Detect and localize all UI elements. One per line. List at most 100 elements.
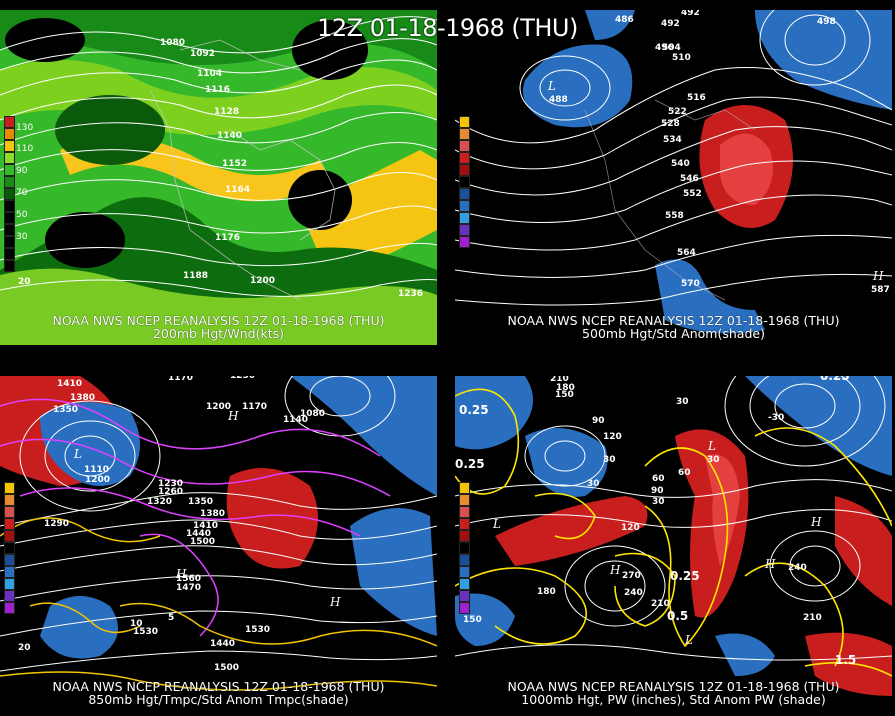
svg-text:-30: -30 [217,376,233,379]
svg-text:1.5: 1.5 [835,653,856,667]
svg-text:496: 496 [655,43,674,53]
svg-text:L: L [547,79,556,93]
svg-text:1140: 1140 [217,131,242,141]
svg-text:240: 240 [788,563,807,573]
svg-text:240: 240 [624,588,643,598]
svg-text:1230: 1230 [158,479,183,489]
svg-text:90: 90 [592,416,605,426]
map-500mb: 486 492 492 496 504 510 516 522 528 534 … [455,10,892,345]
svg-text:1290: 1290 [44,519,69,529]
svg-text:1380: 1380 [70,393,95,403]
svg-text:516: 516 [687,93,706,103]
svg-text:30: 30 [652,497,665,507]
svg-text:1500: 1500 [214,663,239,673]
svg-text:120: 120 [603,432,622,442]
svg-text:1410: 1410 [57,379,82,389]
panel-subtitle: 500mb Hgt/Std Anom(shade) [582,326,765,341]
panel-title: NOAA NWS NCEP REANALYSIS 12Z 01-18-1968 … [507,313,840,328]
svg-text:0.5: 0.5 [667,609,688,623]
svg-text:270: 270 [622,571,641,581]
svg-text:1080: 1080 [160,38,185,48]
svg-text:498: 498 [817,17,836,27]
svg-text:564: 564 [677,248,696,258]
svg-text:180: 180 [537,587,556,597]
svg-text:1230: 1230 [230,376,255,381]
svg-text:120: 120 [621,523,640,533]
svg-text:546: 546 [680,174,699,184]
legend-anom [459,116,470,248]
map-850mb: 1410 1380 1350 1170 1230 1200 1170 1140 … [0,376,437,711]
svg-text:60: 60 [678,468,691,478]
svg-text:1380: 1380 [200,509,225,519]
panel-subtitle: 850mb Hgt/Tmpc/Std Anom Tmpc(shade) [88,692,349,707]
svg-text:30: 30 [676,397,689,407]
svg-text:1188: 1188 [183,271,208,281]
svg-text:180: 180 [556,383,575,393]
svg-text:H: H [764,557,776,571]
svg-text:1176: 1176 [215,233,240,243]
panel-500mb: 486 492 492 496 504 510 516 522 528 534 … [455,10,892,345]
svg-text:492: 492 [681,10,700,18]
svg-text:0.25: 0.25 [820,376,850,383]
svg-text:H: H [872,269,884,283]
svg-text:0.5: 0.5 [762,376,783,379]
svg-text:0.25: 0.25 [455,457,485,471]
svg-text:-30: -30 [768,413,784,423]
svg-text:488: 488 [549,95,568,105]
panel-1000mb: 210 180 150 120 90 30 30 30 60 90 30 60 … [455,376,892,711]
svg-text:552: 552 [683,189,702,199]
svg-text:528: 528 [661,119,680,129]
svg-text:30: 30 [603,455,616,465]
banner-title: 12Z 01-18-1968 (THU) [317,14,578,42]
panel-title: NOAA NWS NCEP REANALYSIS 12Z 01-18-1968 … [52,313,385,328]
panel-title: NOAA NWS NCEP REANALYSIS 12Z 01-18-1968 … [52,679,385,694]
svg-text:H: H [810,515,822,529]
svg-text:L: L [73,447,82,461]
svg-text:504: 504 [662,43,681,53]
svg-text:1200: 1200 [206,402,231,412]
svg-text:30: 30 [587,479,600,489]
svg-text:1410: 1410 [193,521,218,531]
svg-text:558: 558 [665,211,684,221]
svg-text:1110: 1110 [84,465,109,475]
svg-text:0.25: 0.25 [459,403,489,417]
legend-label: 130 [16,123,34,133]
svg-text:L: L [492,517,501,531]
svg-text:492: 492 [661,19,680,29]
svg-text:1140: 1140 [283,415,308,425]
svg-text:H: H [329,595,341,609]
svg-text:540: 540 [671,159,690,169]
svg-text:1152: 1152 [222,159,247,169]
legend-anom [4,482,15,614]
svg-text:210: 210 [651,599,670,609]
svg-text:1350: 1350 [53,405,78,415]
svg-text:30: 30 [707,455,720,465]
legend-label: 70 [16,188,28,198]
map-1000mb: 210 180 150 120 90 30 30 30 60 90 30 60 … [455,376,892,711]
map-200mb: 1080 1092 1104 1116 1128 1140 1152 1164 … [0,10,437,345]
svg-text:1320: 1320 [147,497,172,507]
svg-text:1128: 1128 [214,107,239,117]
svg-text:1260: 1260 [158,487,183,497]
svg-text:1116: 1116 [205,85,230,95]
svg-text:210: 210 [550,376,569,384]
legend-label: 110 [16,144,34,154]
svg-text:1170: 1170 [242,402,267,412]
svg-text:1092: 1092 [190,49,215,59]
legend-label: 30 [16,232,28,242]
svg-text:150: 150 [463,615,482,625]
svg-text:1440: 1440 [210,639,235,649]
svg-text:H: H [175,567,187,581]
svg-text:150: 150 [555,390,574,400]
svg-text:90: 90 [651,486,664,496]
svg-text:20: 20 [18,643,31,653]
svg-text:0.25: 0.25 [670,569,700,583]
svg-text:1440: 1440 [186,529,211,539]
legend-label: 50 [16,210,28,220]
panel-subtitle: 1000mb Hgt, PW (inches), Std Anom PW (sh… [521,692,826,707]
svg-text:H: H [227,409,239,423]
svg-text:1500: 1500 [190,537,215,547]
panel-subtitle: 200mb Hgt/Wnd(kts) [152,326,284,341]
svg-text:486: 486 [615,15,634,25]
panel-850mb: 1410 1380 1350 1170 1230 1200 1170 1140 … [0,376,437,711]
